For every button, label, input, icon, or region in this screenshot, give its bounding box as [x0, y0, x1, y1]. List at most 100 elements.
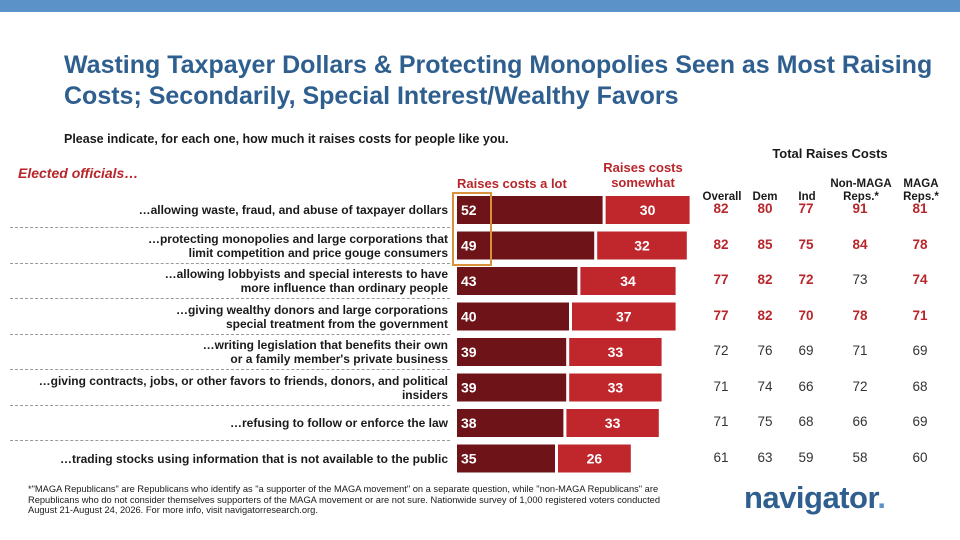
bar-label-raises-a-lot: 49 [461, 238, 477, 254]
row-label: …writing legislation that benefits their… [18, 336, 448, 368]
total-cell: 82 [757, 272, 773, 287]
total-raises-costs-header: Total Raises Costs [772, 146, 888, 161]
row-separator [10, 404, 450, 406]
total-cell: 61 [713, 449, 729, 465]
bar-label-raises-a-lot: 39 [461, 344, 477, 360]
total-cell: 77 [713, 272, 729, 287]
total-cell: 71 [912, 307, 928, 323]
row-separator [10, 333, 450, 335]
col-header-ind: Ind [798, 191, 816, 203]
total-cell: 69 [912, 343, 928, 358]
bar-label-raises-somewhat: 33 [605, 415, 621, 431]
total-cell: 63 [757, 449, 773, 465]
bar-raises-somewhat [597, 231, 687, 260]
col-header-overall: Overall [702, 191, 742, 203]
total-cell: 76 [757, 343, 773, 358]
total-cell: 71 [713, 414, 729, 429]
top-accent-bar [0, 0, 960, 12]
row-group-header: Elected officials… [18, 165, 139, 181]
row-label-line: …allowing lobbyists and special interest… [164, 267, 448, 281]
bar-label-raises-somewhat: 30 [640, 202, 656, 218]
total-cell: 74 [912, 272, 928, 287]
row-label-line: special treatment from the government [225, 316, 448, 331]
row-label: …refusing to follow or enforce the law [18, 407, 448, 439]
bar-label-raises-a-lot: 39 [461, 380, 477, 396]
row-label-line: limit competition and price gouge consum… [188, 245, 448, 260]
row-label-line: …giving contracts, jobs, or other favors… [38, 373, 448, 402]
row-separator [10, 262, 450, 264]
row-separator [10, 369, 450, 370]
bar-label-raises-a-lot: 35 [461, 451, 477, 467]
total-cell: 58 [852, 449, 868, 465]
total-cell: 82 [713, 201, 729, 216]
bar-raises-a-lot [457, 373, 567, 402]
bar-raises-somewhat [558, 444, 631, 473]
bar-label-raises-a-lot: 43 [461, 273, 477, 289]
logo-dot: . [877, 480, 886, 515]
bar-raises-somewhat [569, 373, 662, 402]
page-title: Wasting Taxpayer Dollars & Protecting Mo… [64, 51, 933, 110]
bar-raises-a-lot [457, 409, 564, 437]
total-cell: 85 [757, 236, 773, 252]
total-cell: 72 [713, 343, 729, 358]
col-header-maga: MAGA Reps.* [903, 178, 939, 203]
row-label: …trading stocks using information that i… [18, 443, 448, 475]
bar-raises-a-lot [457, 302, 569, 331]
total-cell: 77 [798, 201, 814, 216]
bar-raises-a-lot [457, 444, 555, 473]
total-cell: 68 [798, 414, 814, 429]
total-cell: 69 [798, 343, 814, 358]
bar-label-raises-a-lot: 38 [461, 415, 477, 431]
total-cell: 78 [912, 236, 928, 252]
highlight-box [452, 192, 492, 266]
col-header-dem: Dem [752, 191, 778, 203]
row-label-line: …trading stocks using information that i… [59, 451, 448, 466]
total-cell: 72 [798, 272, 814, 287]
row-separator [10, 440, 450, 441]
row-label: …protecting monopolies and large corpora… [18, 230, 448, 262]
total-cell: 78 [852, 307, 868, 323]
row-label-line: more influence than ordinary people [240, 281, 448, 295]
bar-raises-somewhat [566, 409, 659, 437]
row-label-line: …protecting monopolies and large corpora… [147, 231, 448, 246]
row-label: …allowing waste, fraud, and abuse of tax… [18, 194, 448, 226]
total-cell: 91 [852, 201, 868, 216]
col-header-non-maga: Non-MAGA Reps.* [830, 178, 892, 203]
row-label: …giving wealthy donors and large corpora… [18, 301, 448, 333]
total-cell: 75 [798, 236, 814, 252]
row-label: …allowing lobbyists and special interest… [18, 265, 448, 297]
bar-label-raises-somewhat: 33 [608, 380, 624, 396]
navigator-logo: navigator. [744, 480, 886, 516]
bar-label-raises-somewhat: 37 [616, 309, 632, 325]
total-cell: 66 [852, 414, 868, 429]
row-label-line: …giving wealthy donors and large corpora… [175, 302, 448, 317]
bar-label-raises-somewhat: 34 [620, 273, 636, 289]
total-cell: 74 [757, 378, 773, 394]
bar-label-raises-a-lot: 40 [461, 309, 477, 325]
total-cell: 59 [798, 449, 814, 465]
bar-raises-somewhat [569, 338, 662, 366]
legend-raises-somewhat: Raises costs somewhat [603, 160, 683, 190]
total-cell: 73 [852, 272, 868, 287]
bar-label-raises-somewhat: 33 [608, 344, 624, 360]
total-cell: 70 [798, 307, 814, 323]
total-cell: 77 [713, 307, 729, 323]
total-cell: 82 [713, 236, 729, 252]
bar-label-raises-somewhat: 26 [587, 451, 603, 467]
total-cell: 80 [757, 201, 773, 216]
total-cell: 75 [757, 414, 773, 429]
row-label-line: …allowing waste, fraud, and abuse of tax… [138, 203, 448, 217]
row-separator [10, 298, 450, 299]
total-cell: 71 [713, 378, 729, 394]
row-label-line: or a family member's private business [230, 352, 448, 366]
bar-label-raises-somewhat: 32 [634, 238, 650, 254]
total-cell: 71 [852, 343, 868, 358]
bar-raises-somewhat [580, 267, 676, 295]
question-text: Please indicate, for each one, how much … [64, 132, 509, 146]
total-cell: 69 [912, 414, 928, 429]
total-cell: 66 [798, 378, 814, 394]
total-cell: 60 [912, 449, 928, 465]
bar-raises-a-lot [457, 196, 603, 224]
footnote: *"MAGA Republicans" are Republicans who … [28, 484, 661, 515]
